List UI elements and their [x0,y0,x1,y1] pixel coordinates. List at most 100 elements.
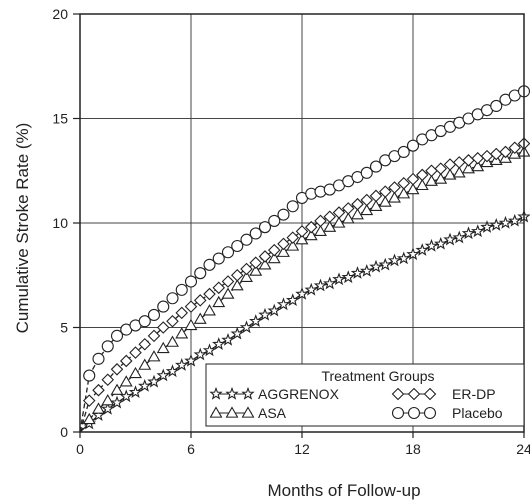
data-point-placebo [138,315,151,328]
data-point-aggrenox [452,230,466,244]
data-point-aggrenox [350,266,365,279]
data-point-aggrenox [156,368,170,382]
data-point-placebo [231,239,244,253]
y-axis-ticks: 0 5 10 15 20 [52,6,80,440]
x-tick-label: 24 [516,441,530,457]
y-axis-title: Cumulative Stroke Rate (%) [13,123,32,334]
data-point-er-dp [397,177,411,190]
data-point-placebo [406,139,420,152]
legend-marker-placebo [407,406,421,420]
data-point-placebo [249,227,262,240]
data-point-asa [452,166,466,178]
legend-items [209,386,437,420]
data-point-er-dp [203,287,216,301]
legend-title: Treatment Groups [321,368,434,384]
data-point-er-dp [156,321,170,334]
legend-marker-asa [209,406,223,418]
data-point-er-dp [314,214,327,228]
y-tick-label: 15 [52,111,68,127]
data-point-asa [295,233,309,245]
data-point-asa [221,287,235,299]
data-point-asa [82,412,96,425]
legend-marker-placebo [391,406,405,420]
data-point-asa [415,178,429,191]
data-point-asa [156,341,170,354]
data-point-asa [323,220,337,232]
data-point-asa [101,394,115,406]
data-point-asa [369,199,383,211]
x-tick-label: 6 [187,441,195,457]
data-point-er-dp [175,306,189,320]
data-point-er-dp [434,162,448,175]
data-point-placebo [184,275,198,288]
data-point-asa [249,264,263,276]
data-point-er-dp [193,294,207,307]
x-tick-label: 0 [76,441,84,457]
data-point-er-dp [499,145,512,159]
data-point-placebo [360,166,373,179]
data-point-aggrenox [147,374,161,388]
data-point-aggrenox [202,343,217,357]
data-point-er-dp [277,237,290,251]
data-point-asa [138,358,152,370]
data-point-asa [351,208,364,220]
data-point-placebo [166,292,179,305]
legend-marker-placebo [423,406,437,420]
legend-label-placebo: Placebo [452,405,503,421]
data-point-er-dp [378,185,392,198]
data-point-aggrenox [184,353,198,367]
data-point-er-dp [286,231,300,244]
data-point-er-dp [341,202,355,215]
data-point-aggrenox [461,226,476,240]
data-point-aggrenox [434,236,448,250]
data-point-placebo [194,267,207,280]
data-point-asa [286,239,300,251]
data-point-asa [332,216,346,228]
data-point-asa [240,270,253,283]
data-point-er-dp [388,181,401,194]
legend-marker-aggrenox [209,386,223,400]
data-point-aggrenox [258,307,272,321]
legend-marker-er-dp [407,387,421,401]
data-point-asa [147,350,161,362]
data-point-asa [267,251,281,264]
data-point-aggrenox [424,238,439,252]
data-point-placebo [369,160,383,173]
data-point-er-dp [212,281,226,295]
data-point-asa [378,195,392,207]
data-point-aggrenox [138,378,152,392]
data-point-asa [471,159,485,172]
data-point-asa [129,366,142,379]
data-point-asa [462,162,475,174]
data-point-er-dp [166,314,179,328]
data-point-aggrenox [286,293,300,307]
data-point-er-dp [489,147,503,161]
data-point-aggrenox [304,282,318,296]
data-point-er-dp [82,394,96,407]
data-point-er-dp [230,268,244,282]
data-point-er-dp [323,210,337,224]
data-point-placebo [101,340,114,353]
data-point-asa [175,327,189,339]
legend-box [205,363,525,427]
data-point-placebo [92,352,105,365]
data-point-er-dp [92,383,105,397]
x-tick-label: 12 [294,441,310,457]
data-point-asa [388,191,401,203]
data-point-asa [193,312,207,324]
data-point-asa [184,318,198,331]
data-point-er-dp [304,220,318,234]
data-point-aggrenox [128,385,143,399]
data-point-aggrenox [378,257,392,271]
data-point-aggrenox [221,332,235,346]
data-point-aggrenox [415,243,429,256]
data-point-er-dp [147,329,161,343]
data-point-asa [92,402,105,414]
data-point-aggrenox [295,286,309,300]
data-point-aggrenox [387,253,402,267]
data-point-er-dp [129,346,142,359]
data-point-er-dp [462,154,475,167]
data-point-placebo [258,221,272,234]
data-point-aggrenox [193,347,207,361]
legend-label-aggrenox: AGGRENOX [258,386,340,402]
